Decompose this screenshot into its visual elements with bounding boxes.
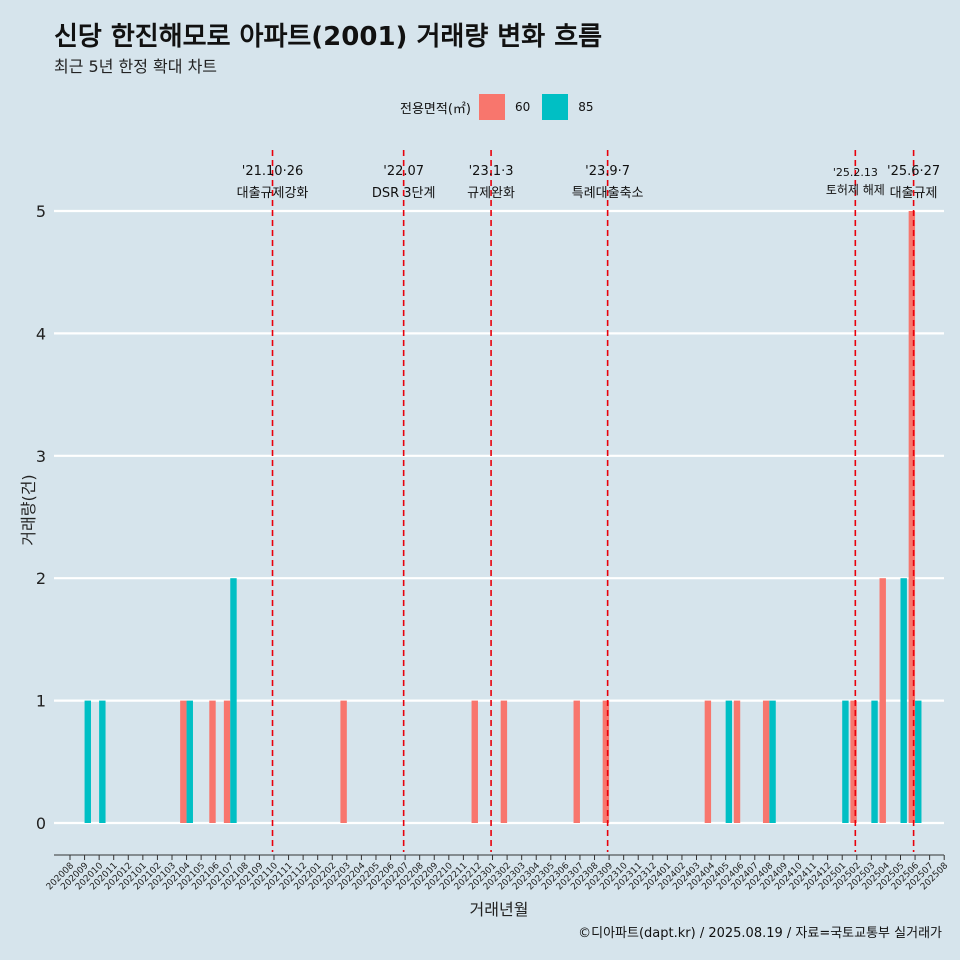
y-tick-label: 4 xyxy=(36,324,46,343)
bar xyxy=(725,700,733,823)
bar xyxy=(500,700,508,823)
bar xyxy=(340,700,347,823)
bar xyxy=(900,578,907,823)
legend-title: 전용면적(㎡) xyxy=(400,101,471,117)
bar xyxy=(733,700,741,823)
event-text-label: 규제완화 xyxy=(467,186,515,201)
legend-swatch-60 xyxy=(478,94,505,120)
bar xyxy=(602,700,610,823)
y-tick-label: 0 xyxy=(36,814,46,833)
source-caption: ©디아파트(dapt.kr) / 2025.08.19 / 자료=국토교통부 실… xyxy=(578,926,942,941)
bar xyxy=(573,700,580,823)
event-date-label: '23.9·7 xyxy=(585,164,630,179)
bar xyxy=(908,211,916,823)
legend-label-60: 60 xyxy=(514,100,531,114)
event-date-label: '21.10·26 xyxy=(242,164,303,179)
legend: 전용면적(㎡) 60 85 xyxy=(400,93,606,121)
bar xyxy=(704,700,712,823)
legend-swatch-85 xyxy=(542,94,569,120)
bar xyxy=(879,578,886,823)
bar xyxy=(871,700,878,823)
event-text-label: DSR 3단계 xyxy=(372,186,436,201)
bar xyxy=(850,700,857,823)
event-text-label: 대출규제강화 xyxy=(237,186,309,201)
event-date-label: '25.6·27 xyxy=(887,164,940,179)
bar xyxy=(915,700,922,823)
y-tick-label: 3 xyxy=(36,447,46,466)
legend-label-85: 85 xyxy=(578,100,594,114)
event-text-label: 토허제 해제 xyxy=(826,183,885,197)
y-tick-label: 2 xyxy=(36,569,46,588)
y-axis-title: 거래량(건) xyxy=(19,474,38,545)
bar xyxy=(209,700,216,823)
bar xyxy=(223,700,231,823)
bar xyxy=(769,700,776,823)
chart-subtitle: 최근 5년 한정 확대 차트 xyxy=(54,57,218,76)
bar xyxy=(180,700,187,823)
bar xyxy=(99,700,106,823)
event-date-label: '22.07 xyxy=(383,164,424,179)
bar xyxy=(762,700,770,823)
y-tick-label: 5 xyxy=(36,202,46,221)
bar xyxy=(230,578,237,823)
bar xyxy=(842,700,849,823)
event-date-label: '23.1·3 xyxy=(469,164,514,179)
x-axis-title: 거래년월 xyxy=(470,900,529,919)
chart-title: 신당 한진해모로 아파트(2001) 거래량 변화 흐름 xyxy=(54,22,603,52)
bar xyxy=(471,700,478,823)
event-text-label: 특례대출축소 xyxy=(572,186,644,201)
event-date-label: '25.2.13 xyxy=(833,166,878,179)
bar xyxy=(186,700,193,823)
bar xyxy=(84,700,91,823)
event-text-label: 대출규제 xyxy=(890,186,938,201)
y-tick-label: 1 xyxy=(36,692,46,711)
